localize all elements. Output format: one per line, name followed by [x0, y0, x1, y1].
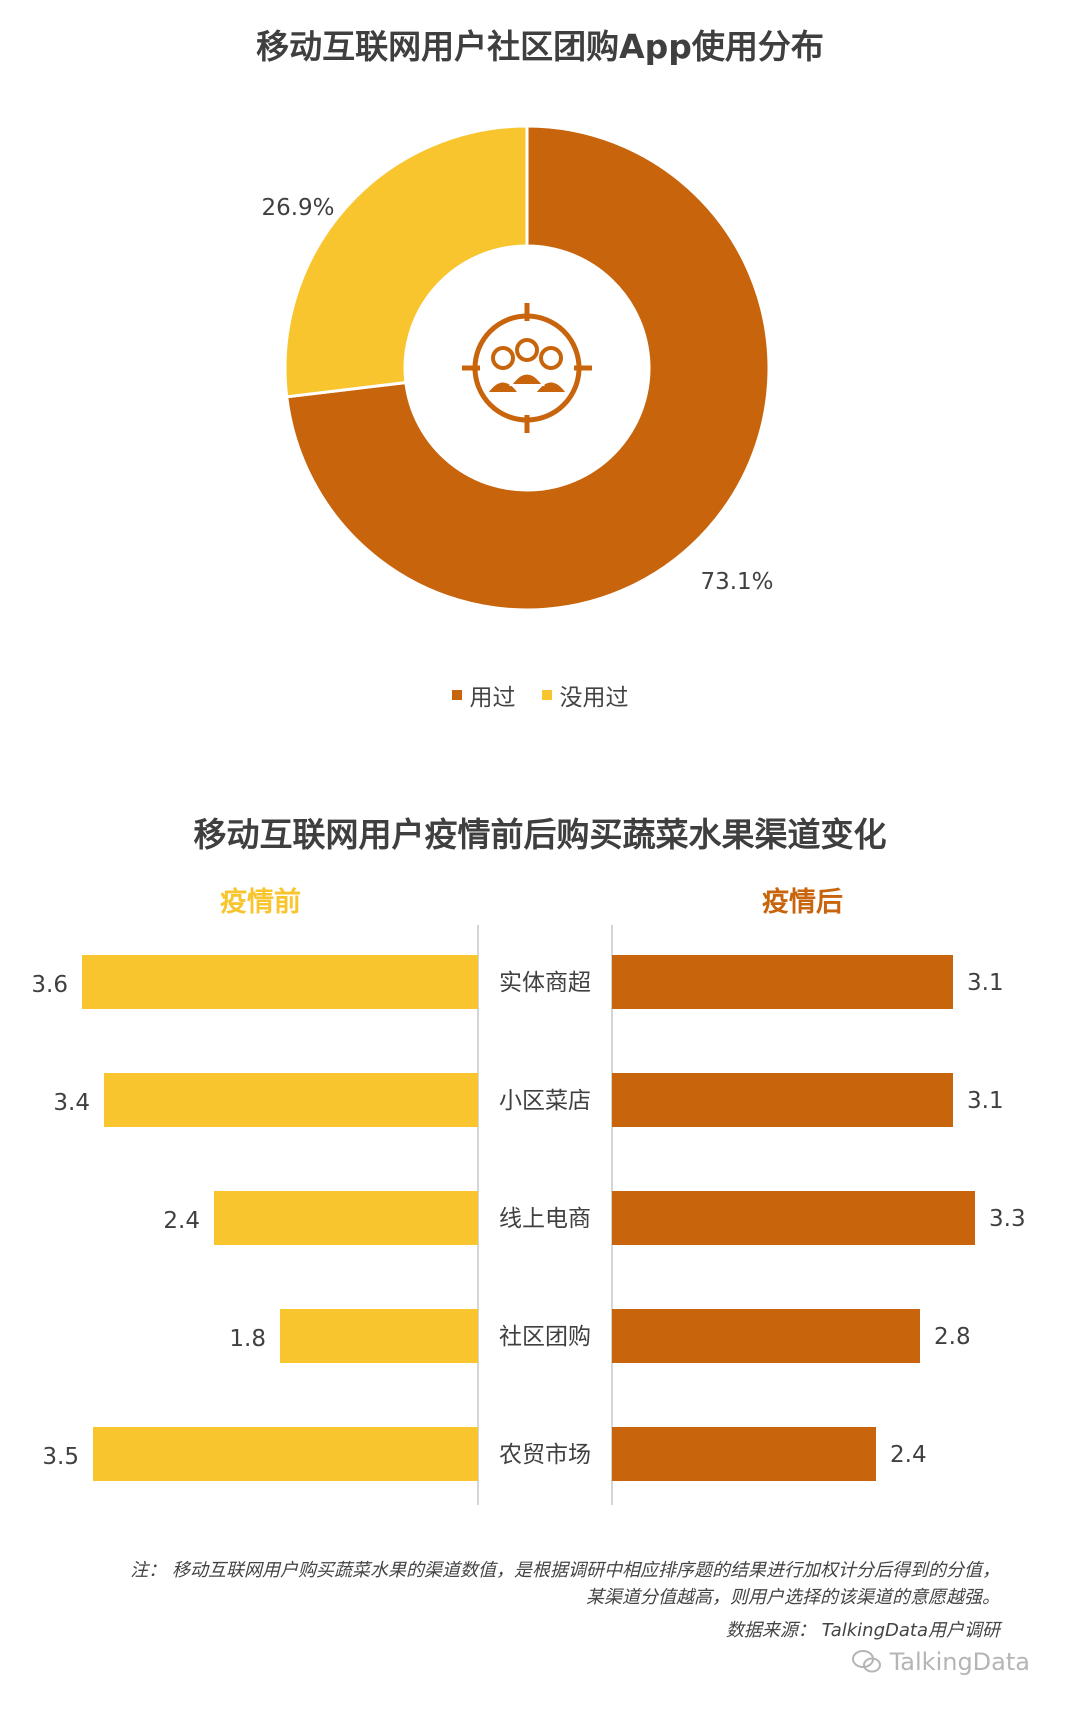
value-label-after: 3.1 — [967, 1088, 1004, 1114]
legend-item-used: 用过 — [451, 678, 516, 712]
pie-label-not-used: 26.9% — [261, 195, 334, 221]
bar-after — [612, 1073, 953, 1127]
bar-after — [612, 1427, 876, 1481]
bar-before — [93, 1427, 478, 1481]
footnote-line-1: 注： 移动互联网用户购买蔬菜水果的渠道数值，是根据调研中相应排序题的结果进行加权… — [130, 1560, 1000, 1581]
pie-chart-title: 移动互联网用户社区团购App使用分布 — [256, 27, 824, 66]
value-label-before: 3.6 — [31, 972, 68, 998]
watermark: TalkingData — [851, 1648, 1030, 1676]
category-label: 小区菜店 — [499, 1088, 591, 1114]
value-label-before: 3.5 — [42, 1444, 79, 1470]
wechat-icon — [851, 1650, 881, 1673]
series-header-before: 疫情前 — [220, 887, 301, 918]
bar-after — [612, 955, 953, 1009]
bar-chart-title: 移动互联网用户疫情前后购买蔬菜水果渠道变化 — [193, 815, 887, 854]
value-label-after: 2.4 — [890, 1442, 927, 1468]
legend-label-used: 用过 — [469, 685, 516, 711]
pie-slice-used — [285, 124, 771, 612]
category-label: 线上电商 — [499, 1206, 591, 1232]
value-label-after: 3.1 — [967, 970, 1004, 996]
pie-label-used: 73.1% — [700, 569, 773, 595]
bar-before — [82, 955, 478, 1009]
pie-slice-not-used — [283, 124, 529, 399]
bar-before — [280, 1309, 478, 1363]
value-label-before: 1.8 — [229, 1326, 266, 1352]
category-label: 实体商超 — [499, 970, 591, 996]
watermark-text: TalkingData — [889, 1648, 1030, 1676]
donut-chart: 73.1% 26.9% — [261, 124, 774, 612]
bar-after — [612, 1191, 975, 1245]
value-label-after: 2.8 — [934, 1324, 971, 1350]
bar-after — [612, 1309, 920, 1363]
bar-before — [214, 1191, 478, 1245]
series-header-after: 疫情后 — [762, 887, 843, 918]
value-label-after: 3.3 — [989, 1206, 1026, 1232]
group-target-icon — [462, 303, 592, 433]
category-label: 农贸市场 — [499, 1442, 591, 1468]
pie-legend: 用过 没用过 — [0, 678, 1080, 712]
legend-swatch-used — [451, 690, 462, 700]
bar-before — [104, 1073, 478, 1127]
value-label-before: 2.4 — [163, 1208, 200, 1234]
source-note: 数据来源： TalkingData用户调研 — [725, 1620, 1000, 1641]
legend-swatch-not-used — [541, 690, 552, 700]
category-label: 社区团购 — [499, 1324, 591, 1350]
legend-item-not-used: 没用过 — [541, 678, 629, 712]
legend-label-not-used: 没用过 — [559, 685, 629, 711]
footnote-line-2: 某渠道分值越高，则用户选择的该渠道的意愿越强。 — [586, 1587, 1000, 1608]
value-label-before: 3.4 — [53, 1090, 90, 1116]
